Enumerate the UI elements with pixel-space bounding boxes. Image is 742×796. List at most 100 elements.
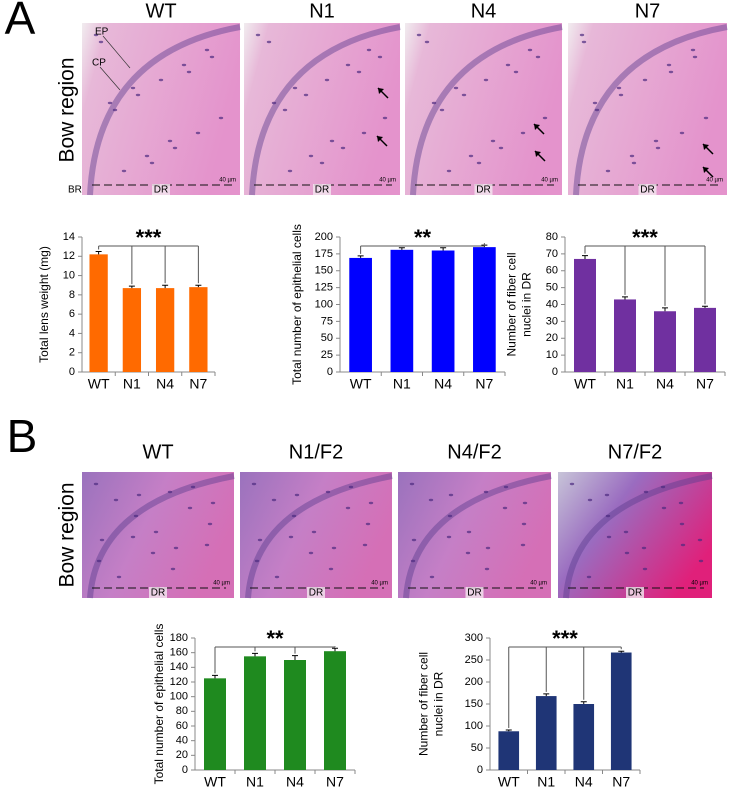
nucleus [266,40,272,44]
bar [614,299,636,372]
panel-title: N4 [471,0,497,22]
x-tick-label: WT [88,376,110,392]
significance-stars: *** [632,225,658,250]
nucleus [465,551,471,555]
nucleus [121,169,127,173]
y-tick-label: 75 [321,315,333,327]
nucleus [308,551,314,555]
nucleus [642,78,648,82]
bar [654,311,676,372]
nucleus [282,108,288,112]
y-tick-label: 125 [315,282,333,294]
region-marker-bg [474,184,493,195]
nucleus [520,131,526,135]
nucleus [579,33,585,37]
x-tick-label: N7 [475,376,493,392]
tissue-edge [410,24,563,196]
nucleus [209,55,215,59]
arrow-head [377,136,383,142]
y-axis-label: Total number of epithelial cells [290,224,304,385]
nucleus [287,169,293,173]
error-bar [162,284,169,289]
nucleus [522,501,528,505]
error-bar [582,255,588,259]
nucleus [187,506,193,510]
nucleus [411,538,417,542]
x-tick-label: N7 [326,774,344,790]
error-bar [580,701,587,704]
annotation: BR [68,185,82,196]
scale-bar-label: 40 µm [530,581,547,587]
region-marker-bg [638,184,657,195]
nucleus [521,522,527,526]
bar [431,250,455,372]
scale-bar-label: 40 µm [706,178,723,184]
nucleus [642,567,648,571]
y-tick-label: 20 [546,332,558,344]
x-tick-label: WT [204,774,226,790]
nucleus [439,108,445,112]
bar [189,287,208,372]
nucleus [113,498,119,502]
nucleus [429,575,435,579]
error-bar [622,296,628,300]
nucleus [130,86,136,90]
nucleus [678,501,684,505]
y-tick-label: 175 [315,248,333,260]
bar [694,307,716,372]
y-tick-label: 140 [170,661,188,673]
y-axis-label: Number of fiber cell [505,252,519,356]
y-tick-label: 100 [465,720,483,732]
region-label: Bow region [56,482,79,587]
significance-stars: *** [136,225,162,250]
y-tick-label: 20 [176,749,188,761]
nucleus [204,48,210,52]
nucleus [416,33,422,37]
tissue-edge [403,473,552,599]
x-tick-label: WT [498,774,520,790]
panel-label: B [7,410,38,462]
nucleus [271,101,277,105]
y-tick-label: 200 [315,231,333,243]
region-marker-bg [626,587,644,598]
nucleus [153,530,159,534]
tissue-edge [87,473,235,599]
y-tick-label: 6 [69,308,75,320]
error-bar [95,250,102,255]
nucleus [144,154,150,158]
nucleus [254,559,260,563]
micrograph [82,472,234,598]
nucleus [382,116,388,120]
nucleus [210,501,216,505]
error-bar [702,305,708,308]
x-tick-label: N7 [696,376,714,392]
nucleus [698,559,704,563]
bar [122,288,142,372]
nucleus [505,63,511,67]
region-marker-bg [465,587,484,598]
bar [390,249,414,372]
y-tick-label: 80 [176,705,188,717]
nucleus [431,101,437,105]
nucleus [605,514,611,518]
x-tick-label: N7 [612,774,630,790]
bar [244,656,266,770]
y-tick-label: 180 [170,632,188,644]
y-tick-label: 25 [321,349,333,361]
region-marker: DR [628,588,642,599]
panel-label: A [5,0,36,44]
nucleus [606,535,612,539]
nucleus [498,146,504,150]
x-tick-label: N4 [656,376,674,392]
tissue-edge [573,24,728,196]
y-tick-label: 50 [321,332,333,344]
y-tick-label: 250 [465,654,483,666]
arrow-head [535,151,541,157]
x-tick-label: N1 [123,376,141,392]
nucleus [345,63,351,67]
error-bar [252,652,258,657]
nucleus [348,485,354,489]
nucleus [368,501,374,505]
nucleus [643,490,649,494]
